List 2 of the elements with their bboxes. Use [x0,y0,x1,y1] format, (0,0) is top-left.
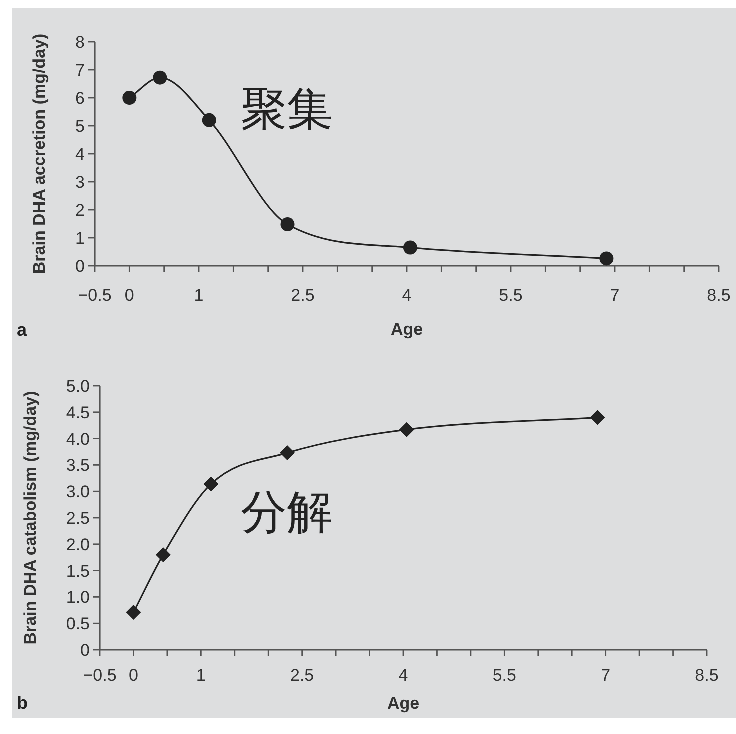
annotation: 聚集 [241,82,334,136]
annotation: 分解 [240,484,333,539]
